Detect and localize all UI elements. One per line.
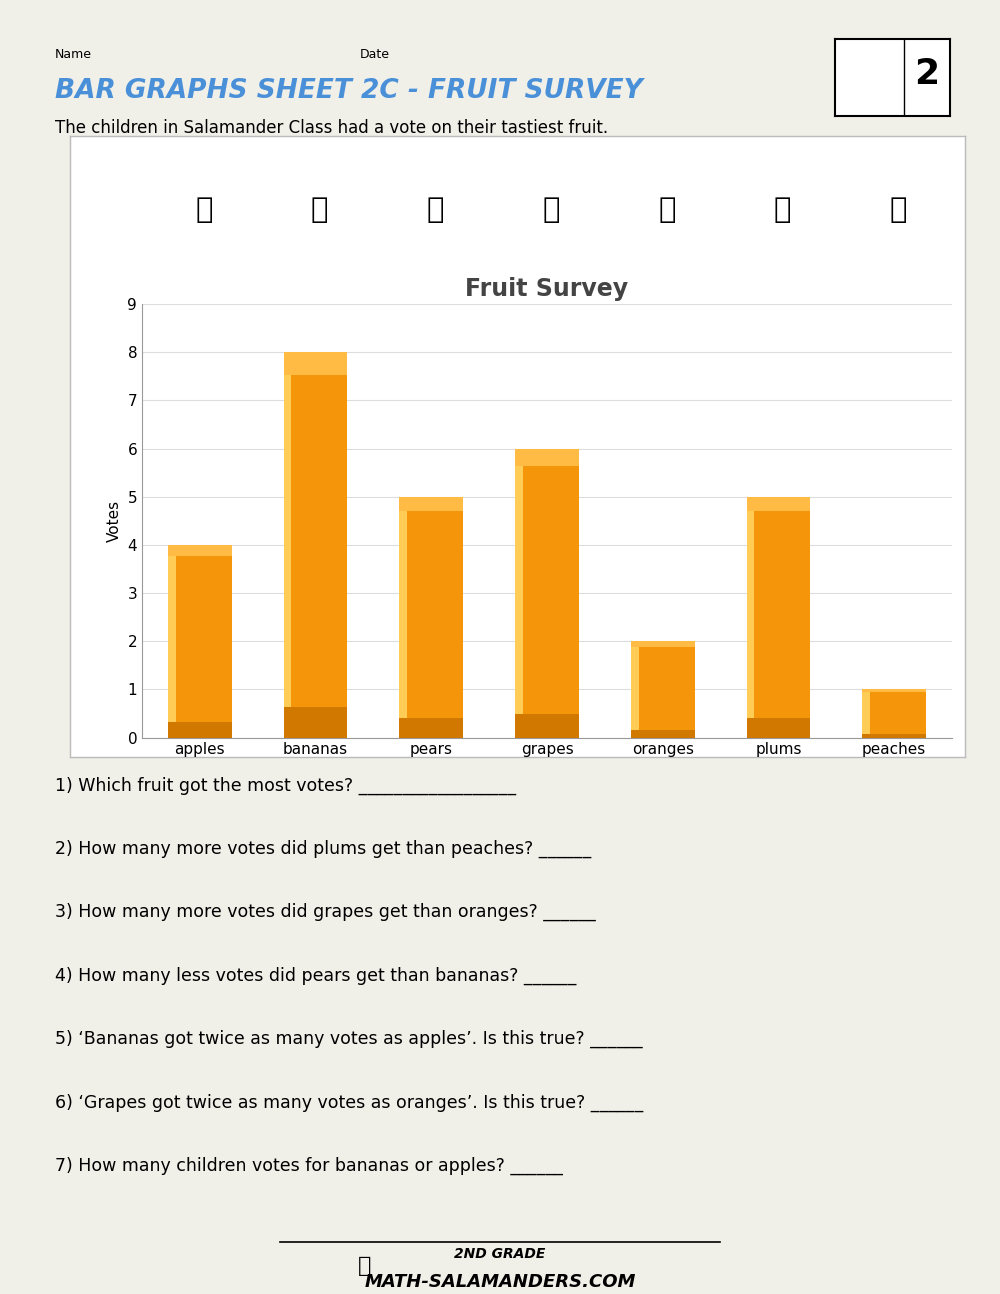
Text: 🍐: 🍐 <box>427 197 444 224</box>
Bar <box>168 545 232 556</box>
Text: 2ND GRADE: 2ND GRADE <box>454 1247 546 1262</box>
Bar <box>284 352 347 738</box>
Bar <box>747 497 754 738</box>
Text: 🦒: 🦒 <box>358 1255 372 1276</box>
Bar <box>399 497 463 511</box>
Text: Date: Date <box>360 48 390 61</box>
Text: BAR GRAPHS SHEET 2C - FRUIT SURVEY: BAR GRAPHS SHEET 2C - FRUIT SURVEY <box>55 78 643 104</box>
Bar <box>747 497 810 511</box>
Bar <box>515 449 579 466</box>
Bar <box>747 718 810 738</box>
Text: 3) How many more votes did grapes get than oranges? ______: 3) How many more votes did grapes get th… <box>55 903 596 921</box>
Bar <box>399 718 463 738</box>
Bar <box>168 545 232 738</box>
Bar <box>515 449 579 738</box>
Text: 6) ‘Grapes got twice as many votes as oranges’. Is this true? ______: 6) ‘Grapes got twice as many votes as or… <box>55 1093 643 1112</box>
Bar <box>515 449 523 738</box>
Text: 🍆: 🍆 <box>774 197 791 224</box>
Text: Name: Name <box>55 48 92 61</box>
Bar <box>515 714 579 738</box>
Text: MATH-SALAMANDERS.COM: MATH-SALAMANDERS.COM <box>364 1273 636 1291</box>
Text: 🍏: 🍏 <box>195 197 213 224</box>
Bar <box>399 497 463 738</box>
Bar <box>631 642 639 738</box>
Bar <box>284 352 291 738</box>
Text: 4) How many less votes did pears get than bananas? ______: 4) How many less votes did pears get tha… <box>55 967 576 985</box>
Text: 🍌: 🍌 <box>311 197 328 224</box>
Bar <box>862 734 926 738</box>
Bar <box>631 730 695 738</box>
Bar <box>284 707 347 738</box>
Bar <box>168 722 232 738</box>
Text: 1) Which fruit got the most votes? __________________: 1) Which fruit got the most votes? _____… <box>55 776 516 795</box>
Text: 7) How many children votes for bananas or apples? ______: 7) How many children votes for bananas o… <box>55 1157 563 1175</box>
Text: 🍇: 🍇 <box>542 197 560 224</box>
Bar <box>862 690 926 738</box>
Bar <box>284 352 347 375</box>
Text: The children in Salamander Class had a vote on their tastiest fruit.: The children in Salamander Class had a v… <box>55 119 608 137</box>
Bar <box>399 497 407 738</box>
Text: 🍑: 🍑 <box>889 197 907 224</box>
Text: 2) How many more votes did plums get than peaches? ______: 2) How many more votes did plums get tha… <box>55 840 591 858</box>
Text: 5) ‘Bananas got twice as many votes as apples’. Is this true? ______: 5) ‘Bananas got twice as many votes as a… <box>55 1030 643 1048</box>
Bar <box>862 690 870 738</box>
Y-axis label: Votes: Votes <box>107 499 122 542</box>
Bar <box>631 642 695 738</box>
Title: Fruit Survey: Fruit Survey <box>465 277 629 300</box>
Bar <box>862 690 926 692</box>
Bar <box>168 545 176 738</box>
Bar <box>631 642 695 647</box>
Bar <box>747 497 810 738</box>
Text: 2: 2 <box>914 57 940 91</box>
Text: 🍊: 🍊 <box>658 197 676 224</box>
